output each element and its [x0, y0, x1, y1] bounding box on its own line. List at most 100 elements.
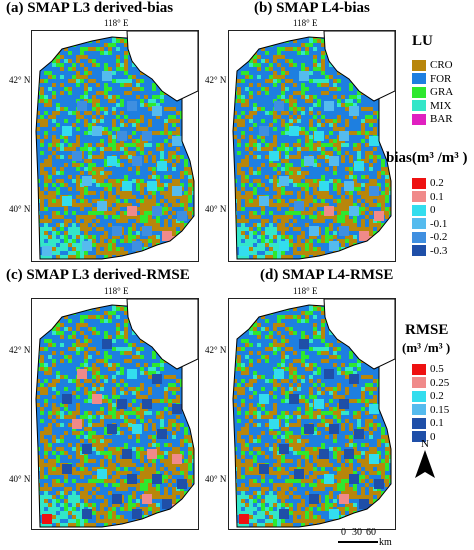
rmse-legend-label: 0.25 — [430, 376, 450, 389]
station-cell — [279, 444, 289, 454]
rmse-legend-swatch — [412, 363, 426, 375]
station-cell — [172, 454, 182, 464]
station-cell — [172, 404, 182, 414]
bias-legend-swatch — [412, 191, 426, 202]
station-cell — [177, 211, 187, 221]
rmse-legend-swatch — [412, 377, 426, 388]
scale-tick-30: 30 — [352, 527, 362, 538]
station-cell — [102, 71, 112, 81]
bias-legend-label: 0.2 — [430, 177, 444, 189]
station-cell — [324, 369, 334, 379]
region-boundary — [232, 304, 392, 528]
rmse-legend-label: 0.1 — [430, 417, 444, 429]
lu-legend-label: BAR — [430, 113, 453, 125]
outside-area — [126, 31, 198, 102]
station-cell — [142, 494, 152, 504]
station-cell — [294, 469, 304, 479]
region-boundary — [35, 304, 195, 528]
bias-legend-swatch — [412, 231, 426, 243]
station-cell — [274, 369, 284, 379]
station-cell — [259, 464, 269, 474]
panel-a-lat-bottom: 40° N — [9, 204, 31, 214]
station-cell — [92, 126, 102, 136]
station-cell — [359, 231, 369, 241]
station-cell — [172, 136, 182, 146]
station-cell — [354, 429, 364, 439]
station-cell — [314, 399, 324, 409]
station-cell — [142, 226, 152, 236]
panel-a-map — [31, 30, 199, 262]
station-cell — [324, 206, 334, 216]
scale-tick-60: 60 — [366, 527, 376, 538]
bias-legend-label: 0 — [430, 204, 436, 216]
lu-legend-swatch — [412, 59, 426, 71]
station-cell — [369, 136, 379, 146]
bias-legend-label: -0.2 — [430, 231, 448, 243]
station-cell — [294, 201, 304, 211]
outside-area — [323, 299, 395, 370]
station-cell — [314, 131, 324, 141]
station-cell — [97, 201, 107, 211]
panel-c-lat-bottom: 40° N — [9, 474, 31, 484]
station-cell — [147, 181, 157, 191]
station-cell — [329, 241, 339, 251]
panel-b-title: (b) SMAP L4-bias — [254, 0, 370, 16]
station-cell — [304, 424, 314, 434]
station-cell — [289, 394, 299, 404]
rmse-legend-swatch — [412, 417, 426, 429]
station-cell — [107, 424, 117, 434]
station-cell — [97, 469, 107, 479]
panel-b-map — [228, 30, 396, 262]
station-cell — [239, 246, 249, 256]
rmse-legend-unit: (m³ /m³ ) — [402, 340, 451, 355]
bias-legend-swatch — [412, 245, 426, 256]
station-cell — [279, 176, 289, 186]
station-cell — [42, 514, 52, 524]
outside-area — [323, 31, 395, 102]
station-cell — [132, 509, 142, 519]
lu-legend-swatch — [412, 100, 426, 111]
scale-tick-0: 0 — [341, 527, 346, 538]
station-cell — [299, 71, 309, 81]
lu-legend-title: LU — [412, 33, 433, 49]
lu-legend-item: FOR — [412, 73, 451, 85]
lu-legend-item: CRO — [412, 59, 453, 71]
bias-legend-item: -0.2 — [412, 231, 447, 243]
station-cell — [152, 474, 162, 484]
station-cell — [62, 126, 72, 136]
lu-legend-label: FOR — [430, 72, 452, 85]
region-boundary — [232, 36, 392, 260]
station-cell — [102, 339, 112, 349]
bias-legend-item: -0.3 — [412, 245, 447, 257]
station-cell — [157, 161, 167, 171]
station-cell — [259, 126, 269, 136]
station-cell — [172, 186, 182, 196]
station-cell — [354, 161, 364, 171]
lu-legend-item: BAR — [412, 113, 453, 125]
region-boundary — [35, 36, 195, 260]
rmse-legend-title: RMSE — [405, 322, 449, 338]
north-arrow-icon — [415, 450, 435, 478]
rmse-legend-swatch — [412, 431, 426, 442]
station-cell — [259, 196, 269, 206]
station-cell — [122, 449, 132, 459]
land-use-map — [232, 31, 395, 260]
station-cell — [324, 101, 334, 111]
bias-legend-swatch — [412, 204, 426, 216]
lu-legend-item: GRA — [412, 86, 453, 98]
station-cell — [152, 106, 162, 116]
station-cell — [132, 424, 142, 434]
station-cell — [92, 394, 102, 404]
panel-c-title: (c) SMAP L3 derived-RMSE — [6, 267, 190, 283]
lu-legend-swatch — [412, 73, 426, 84]
lu-legend-label: CRO — [430, 59, 453, 71]
panel-c-map — [31, 298, 199, 530]
rmse-legend-swatch — [412, 404, 426, 415]
land-use-map — [35, 31, 198, 260]
rmse-legend-item: 0.5 — [412, 363, 444, 375]
station-cell — [344, 181, 354, 191]
station-cell — [82, 509, 92, 519]
station-cell — [162, 499, 172, 509]
rmse-legend-label: 0.2 — [430, 390, 444, 402]
station-cell — [369, 454, 379, 464]
